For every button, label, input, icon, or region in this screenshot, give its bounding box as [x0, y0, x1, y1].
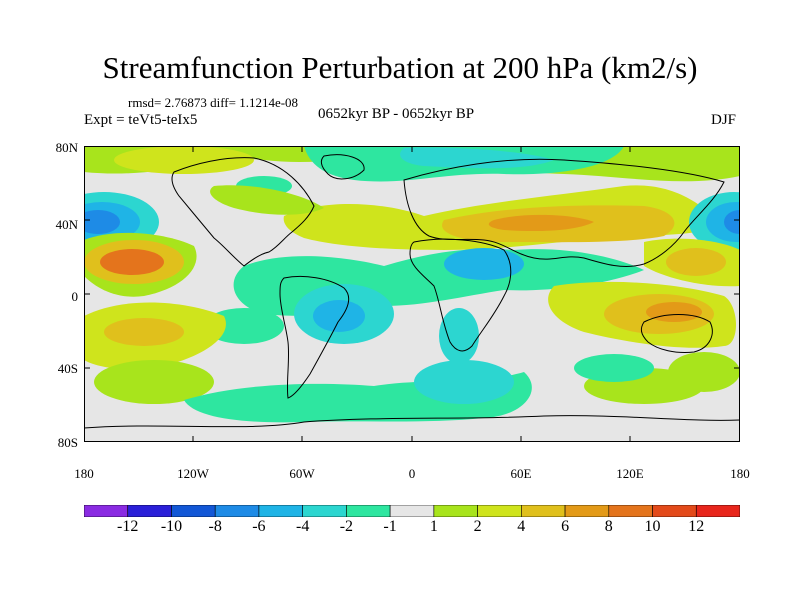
contour-arctic-trough-inner: [400, 147, 554, 169]
period-label: 0652kyr BP - 0652kyr BP: [318, 106, 475, 122]
colorbar-label: -6: [252, 518, 266, 535]
colorbar: [84, 505, 740, 517]
lat-label-40n: 40N: [55, 217, 78, 232]
rmsd-stats: rmsd= 2.76873 diff= 1.1214e-08: [128, 95, 299, 110]
lat-label-40s: 40S: [57, 361, 78, 376]
contour-samerica-south-low: [414, 360, 514, 404]
colorbar-swatch: [521, 505, 566, 517]
coast-australia: [640, 314, 713, 353]
lon-label-120e: 120E: [616, 466, 644, 481]
coastlines: [84, 154, 740, 429]
lon-label-60w: 60W: [289, 466, 315, 481]
lon-label-180w: 180: [74, 466, 94, 481]
colorbar-swatch: [652, 505, 697, 517]
colorbar-label: 8: [604, 518, 613, 535]
lon-label-0: 0: [408, 466, 416, 481]
coast-north-america: [171, 157, 315, 267]
colorbar-label: 4: [517, 518, 526, 535]
streamfunction-map: [84, 146, 740, 442]
colorbar-swatch: [258, 505, 303, 517]
season-label: DJF: [711, 112, 737, 128]
contour-africa-low: [444, 248, 524, 280]
colorbar-swatch: [433, 505, 478, 517]
colorbar-label: -10: [160, 518, 183, 535]
contour-se-pacific-green: [668, 352, 740, 392]
map-title: Streamfunction Perturbation at 200 hPa (…: [102, 50, 698, 85]
lat-label-80s: 80S: [57, 435, 78, 450]
contour-eurasia-ridge-max: [488, 214, 594, 232]
colorbar-swatch: [84, 505, 129, 517]
contour-spac-high-core: [104, 318, 184, 346]
colorbar-swatch: [564, 505, 610, 517]
lon-label-180e: 180: [730, 466, 750, 481]
colorbar-swatch: [127, 505, 172, 517]
map-ticks: [84, 146, 740, 442]
contour-alaska-green: [114, 146, 254, 174]
colorbar-swatch: [302, 505, 347, 517]
coast-greenland: [320, 154, 365, 180]
lat-label-80n: 80N: [55, 140, 78, 155]
coast-south-america: [279, 275, 350, 399]
colorbar-swatch: [608, 505, 653, 517]
colorbar-label: -2: [339, 518, 354, 535]
coast-antarctica: [84, 415, 740, 429]
lat-label-eq: 0: [71, 289, 79, 304]
colorbar-swatch: [214, 505, 260, 517]
contour-npac-low-right-core: [724, 210, 740, 234]
colorbar-label: 10: [644, 518, 661, 535]
colorbar-swatch: [346, 505, 391, 517]
contour-indian-high-core: [646, 302, 702, 322]
contour-npac-high-core: [100, 249, 164, 275]
experiment-label: Expt = teVt5-teIx5: [84, 112, 198, 128]
colorbar-label: -1: [383, 518, 397, 535]
contour-south-africa-low: [439, 308, 479, 364]
colorbar-label: 1: [429, 518, 438, 535]
contour-fields: [84, 146, 740, 442]
contour-amazon-low-core: [313, 300, 365, 332]
colorbar-label: -12: [117, 518, 139, 535]
colorbar-swatch: [695, 505, 740, 517]
colorbar-label: 6: [561, 518, 570, 535]
contour-spac-south-green: [94, 360, 214, 404]
colorbar-label: 12: [688, 518, 705, 535]
colorbar-swatch: [389, 505, 435, 517]
colorbar-label: -4: [296, 518, 310, 535]
colorbar-label: 2: [473, 518, 482, 535]
coast-africa: [409, 238, 512, 352]
colorbar-swatch: [477, 505, 522, 517]
colorbar-label: -8: [208, 518, 222, 535]
contour-nw-atlantic: [210, 185, 324, 215]
contour-npac-low-left-core: [84, 210, 120, 234]
contour-south-indian-trough: [574, 354, 654, 382]
lon-label-60e: 60E: [510, 466, 532, 481]
contour-wpac-high-core: [666, 248, 726, 276]
colorbar-swatch: [171, 505, 216, 517]
lon-label-120w: 120W: [177, 466, 209, 481]
